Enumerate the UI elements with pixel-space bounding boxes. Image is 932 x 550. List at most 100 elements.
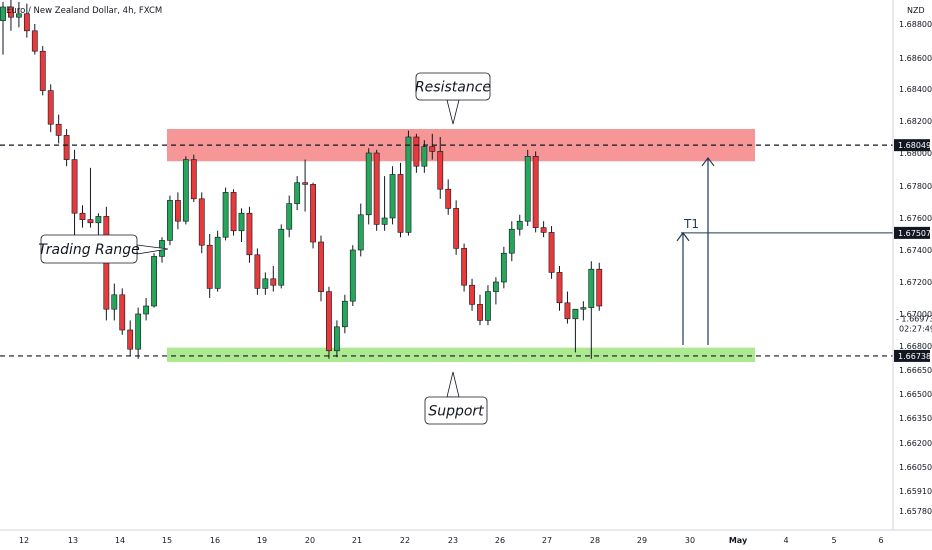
trading-range-callout: Trading Range: [38, 234, 169, 264]
candle-body: [365, 152, 372, 216]
price-tag: [894, 349, 930, 362]
candle-body: [357, 214, 364, 251]
zones-layer: [167, 129, 755, 362]
candle-body: [461, 248, 467, 286]
candle-body: [238, 212, 245, 232]
candle-body: [389, 174, 396, 219]
time-tick-label: 13: [68, 536, 78, 545]
price-tick-label: 1.66200: [899, 439, 932, 448]
time-tick-label: 14: [115, 536, 125, 545]
candle-body: [15, 13, 22, 18]
price-tick-label: 1.66350: [899, 414, 932, 423]
candle-body: [381, 217, 388, 225]
candle-body: [310, 184, 316, 243]
candle-body: [492, 281, 499, 292]
price-tick-label: 1.66800: [899, 342, 932, 351]
candle-body: [143, 305, 149, 315]
candle-body: [23, 13, 30, 32]
candle-body: [318, 241, 324, 292]
candle-body: [349, 249, 356, 302]
candle-body: [246, 212, 253, 256]
candle-body: [8, 6, 14, 18]
time-tick-label: 15: [162, 536, 172, 545]
price-tick-label: 1.66050: [899, 463, 932, 472]
resistance-callout-pointer: [446, 99, 460, 125]
candle-body: [445, 188, 452, 209]
candle-body: [254, 254, 261, 289]
countdown-label: 02:27:49: [899, 324, 932, 333]
price-tick-label: 1.67200: [899, 278, 932, 287]
time-tick-label: 28: [590, 536, 600, 545]
candle-body: [262, 278, 269, 289]
candle-body: [397, 174, 404, 233]
candles-layer: [0, 0, 603, 359]
candle-body: [572, 308, 579, 320]
price-tag-label: 1.67507: [898, 229, 931, 238]
support-callout-pointer: [446, 371, 460, 398]
candle-body: [580, 307, 587, 310]
price-tick-label: 1.67600: [899, 214, 932, 223]
candle-body: [326, 291, 332, 352]
candle-body: [421, 146, 428, 167]
price-tick-label: 1.65780: [899, 507, 932, 516]
time-tick-label: 6: [878, 536, 883, 545]
time-tick-label: 26: [495, 536, 505, 545]
annotations-layer: Resistance Support Trading Range: [38, 72, 491, 425]
time-tick-label: 16: [210, 536, 220, 545]
current-price-label: - 1.66973: [896, 314, 932, 323]
price-lines-layer: T1: [0, 144, 893, 357]
candle-body: [127, 329, 134, 350]
candle-body: [453, 208, 460, 249]
candle-body: [206, 244, 213, 289]
candle-body: [278, 228, 285, 286]
chart-title: Euro / New Zealand Dollar, 4h, FXCM: [6, 6, 162, 16]
candle-body: [485, 291, 491, 321]
price-tick-label: 1.68000: [899, 149, 932, 158]
time-tick-label: 29: [637, 536, 647, 545]
candle-body: [198, 198, 205, 246]
candle-body: [500, 252, 507, 283]
candle-body: [373, 152, 380, 225]
candle-body: [190, 159, 197, 200]
candle-body: [214, 236, 221, 289]
price-tick-label: 1.68800: [899, 20, 932, 29]
candle-body: [79, 212, 86, 220]
candle-body: [182, 159, 189, 222]
candle-body: [532, 156, 539, 228]
candle-body: [286, 203, 293, 230]
candle-body: [508, 228, 515, 254]
candle-body: [540, 227, 547, 233]
candle-body: [111, 294, 118, 310]
candle-body: [175, 200, 181, 222]
currency-label: NZD: [907, 6, 925, 15]
price-tag: [894, 139, 930, 152]
time-tick-label: 20: [305, 536, 315, 545]
time-tick-label: 27: [542, 536, 552, 545]
trading-range-callout-text: Trading Range: [38, 242, 139, 258]
support-callout: Support: [424, 371, 488, 425]
candle-body: [413, 136, 420, 167]
candle-body: [516, 220, 523, 230]
price-tick-label: 1.65910: [899, 487, 932, 496]
price-axis[interactable]: 1.68800 1.68600 1.68400 1.68200 1.68000 1.678…: [894, 20, 932, 516]
support-zone: [167, 347, 755, 362]
candle-body: [0, 6, 6, 21]
candle-body: [39, 50, 46, 91]
time-tick-label: 30: [685, 536, 695, 545]
time-tick-label: 5: [831, 536, 836, 545]
candle-body: [87, 219, 94, 224]
time-axis[interactable]: 12 13 14 15 16 19 20 21 22 23 26 27 28 29 30 May 4 5 6: [19, 536, 884, 545]
candle-body: [55, 123, 62, 136]
candle-body: [437, 151, 444, 190]
candle-body: [151, 256, 157, 307]
candle-body: [230, 192, 237, 232]
price-tick-label: 1.68200: [899, 117, 932, 126]
trading-range-callout-box: [40, 234, 138, 264]
candle-body: [477, 304, 483, 321]
time-tick-label: 12: [19, 536, 29, 545]
support-callout-text: Support: [428, 404, 484, 420]
price-tag: [894, 226, 930, 239]
candle-body: [63, 135, 70, 160]
candle-body: [429, 146, 436, 152]
